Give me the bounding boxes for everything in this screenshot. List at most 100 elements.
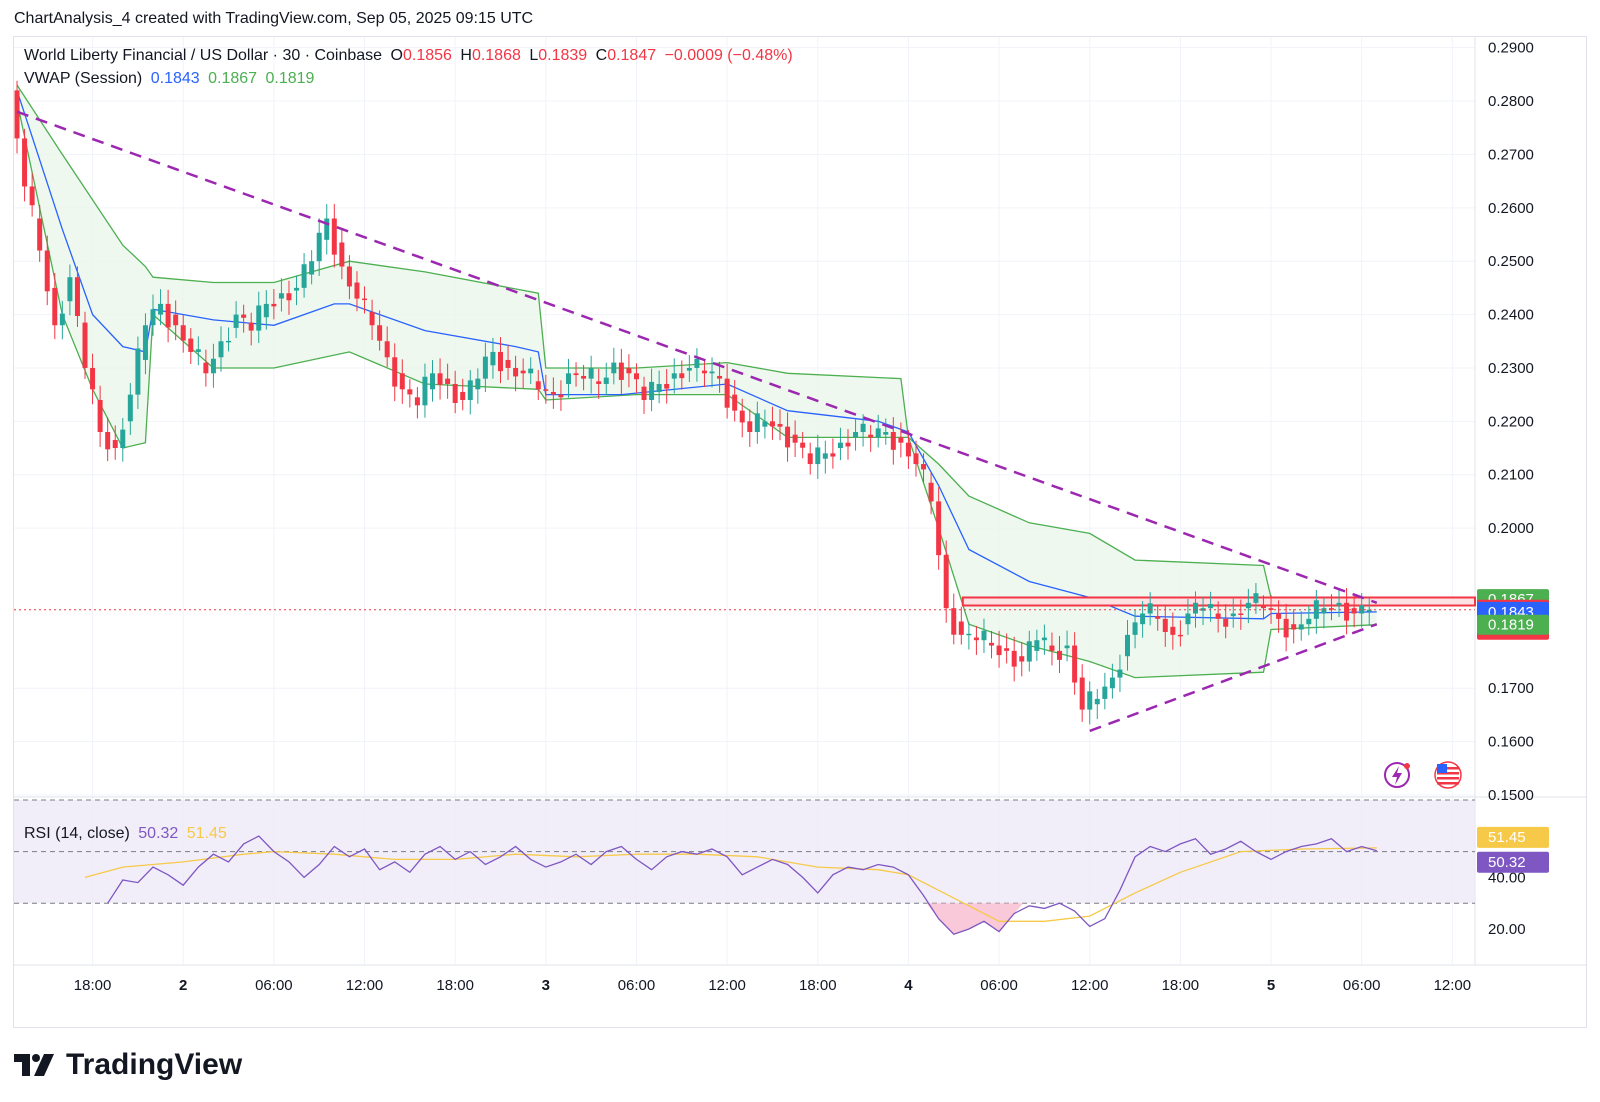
rsi-value: 50.32 — [138, 825, 179, 842]
candle-body — [1359, 605, 1365, 614]
candle-body — [762, 421, 768, 427]
tradingview-logo[interactable]: TradingView — [14, 1048, 242, 1082]
candle-body — [203, 362, 209, 374]
us-flag-icon — [1434, 761, 1462, 789]
candle-body — [520, 370, 526, 374]
candle-body — [1072, 645, 1078, 683]
candle-body — [331, 218, 337, 255]
candle-body — [921, 464, 927, 470]
footer-brand: TradingView — [66, 1048, 243, 1081]
vwap-lower-value: 0.1819 — [265, 70, 315, 87]
rsi-tick-label: 20.00 — [1488, 921, 1526, 938]
rsi-label-text: 51.45 — [1488, 829, 1526, 846]
candle-body — [709, 371, 715, 374]
time-tick-label: 12:00 — [346, 977, 384, 994]
candle-body — [195, 349, 201, 352]
candle-body — [1034, 640, 1040, 651]
candle-body — [535, 381, 541, 390]
candle-body — [233, 314, 239, 328]
candle-body — [845, 442, 851, 447]
candle-body — [1094, 698, 1100, 705]
candle-body — [1253, 593, 1259, 603]
candle-body — [513, 367, 519, 377]
candle-body — [898, 437, 904, 443]
candle-body — [943, 554, 949, 609]
symbol-title[interactable]: World Liberty Financial / US Dollar · 30… — [24, 47, 383, 64]
candle-body — [180, 325, 186, 341]
candle-body — [1336, 602, 1342, 606]
candle-body — [1283, 618, 1289, 638]
candle-body — [565, 373, 571, 384]
candle-body — [482, 356, 488, 379]
candle-body — [278, 293, 284, 299]
resistance-zone — [961, 596, 1476, 607]
candle-body — [1041, 637, 1047, 641]
candle-body — [1087, 691, 1093, 710]
candle-body — [407, 389, 413, 395]
candle-body — [59, 313, 65, 326]
price-tick-label: 0.2200 — [1488, 413, 1534, 430]
candle-body — [158, 303, 164, 315]
vwap-label[interactable]: VWAP (Session) — [24, 70, 143, 87]
candle-body — [1321, 608, 1327, 614]
time-tick-label: 06:00 — [618, 977, 656, 994]
trendline-upper — [16, 110, 1378, 605]
candle-body — [1162, 618, 1168, 632]
lightning-icon-ring — [1384, 762, 1410, 788]
candle-body — [769, 421, 775, 427]
candle-body — [377, 325, 383, 341]
candle-body — [256, 305, 262, 331]
candle-body — [973, 637, 979, 641]
candle-body — [1313, 600, 1319, 619]
candle-body — [1291, 624, 1297, 630]
candle-body — [1276, 613, 1282, 619]
candle-body — [460, 391, 466, 400]
candle-body — [316, 232, 322, 262]
candle-body — [37, 218, 43, 251]
candle-body — [701, 370, 707, 374]
candle-body — [263, 303, 269, 318]
candle-body — [837, 442, 843, 449]
close-value: 0.1847 — [607, 47, 657, 64]
candle-body — [301, 264, 307, 288]
candle-body — [860, 423, 866, 433]
high-label: H — [460, 47, 472, 64]
candle-body — [44, 250, 50, 292]
candle-body — [1366, 609, 1372, 612]
candle-body — [1064, 645, 1070, 649]
candle-body — [369, 311, 375, 326]
candle-body — [74, 277, 80, 316]
price-tick-label: 0.2300 — [1488, 360, 1534, 377]
candle-body — [989, 642, 995, 646]
candle-body — [120, 429, 126, 449]
price-label-text: 0.1819 — [1488, 617, 1534, 634]
candle-body — [414, 397, 420, 406]
candle-body — [1004, 648, 1010, 651]
time-tick-label: 3 — [542, 977, 550, 994]
candle-body — [286, 293, 292, 301]
candle-body — [868, 434, 874, 438]
candle-body — [354, 282, 360, 299]
candle-body — [1268, 608, 1274, 610]
candle-body — [1200, 608, 1206, 611]
rsi-label[interactable]: RSI (14, close) — [24, 825, 130, 842]
candle-body — [1132, 622, 1138, 635]
us-flag-canton — [1437, 764, 1447, 773]
candle-body — [853, 432, 859, 438]
time-tick-label: 12:00 — [1434, 977, 1472, 994]
candle-body — [747, 421, 753, 433]
candle-body — [641, 386, 647, 400]
candle-body — [22, 138, 28, 187]
candle-body — [777, 424, 783, 427]
candle-body — [1192, 602, 1198, 614]
time-tick-label: 06:00 — [980, 977, 1018, 994]
time-tick-label: 12:00 — [1071, 977, 1109, 994]
open-label: O — [390, 47, 403, 64]
lightning-icon-bolt — [1392, 766, 1402, 785]
candle-body — [490, 351, 496, 366]
time-tick-label: 18:00 — [799, 977, 837, 994]
candle-body — [633, 373, 639, 380]
candle-body — [875, 428, 881, 438]
time-tick-label: 5 — [1267, 977, 1275, 994]
